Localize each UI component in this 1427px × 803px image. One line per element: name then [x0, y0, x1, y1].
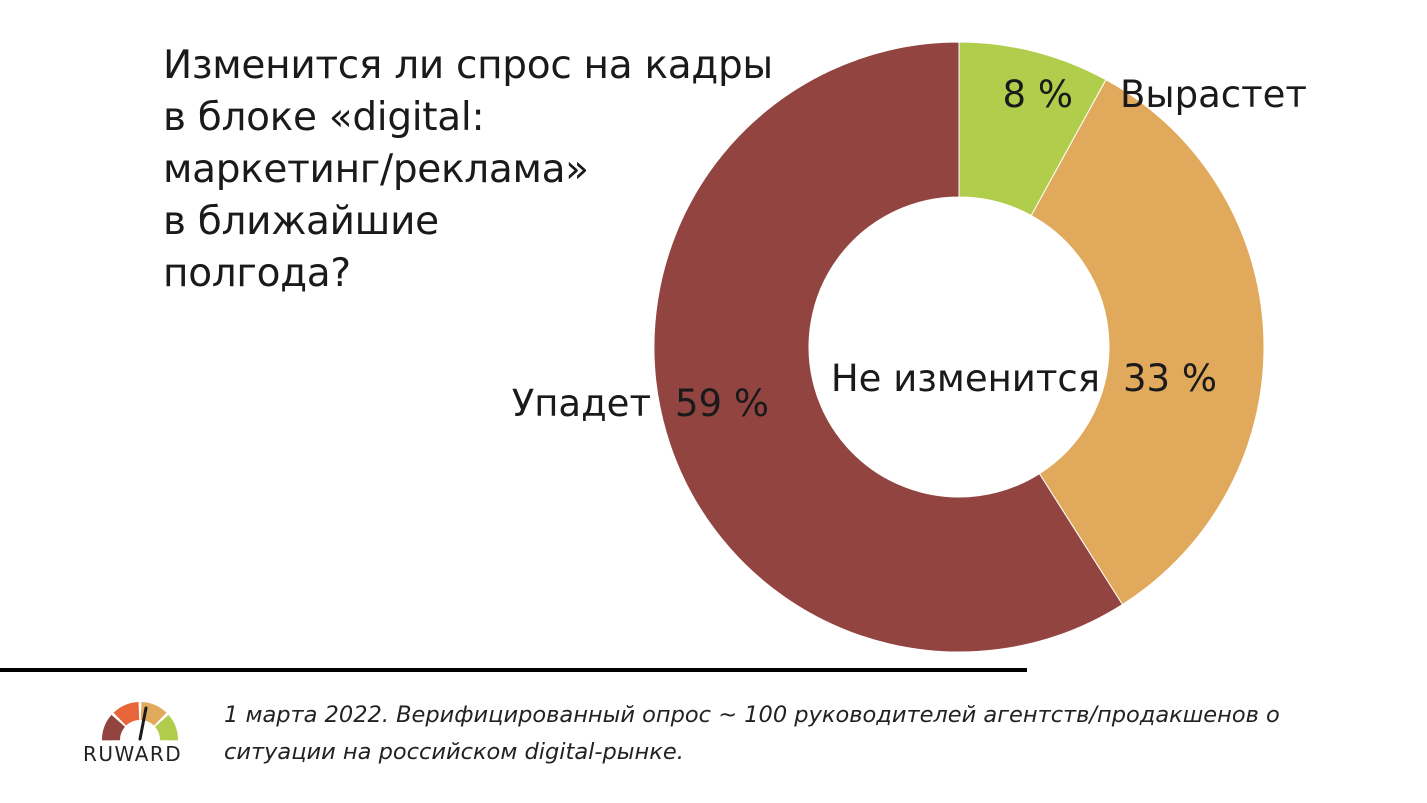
- title-line: Изменится ли спрос на кадры: [163, 43, 773, 88]
- title-line: маркетинг/реклама»: [163, 147, 589, 192]
- title-line: в блоке «digital:: [163, 95, 485, 140]
- donut-slice: [1030, 79, 1265, 606]
- slice-category-label: Не изменится: [831, 357, 1100, 400]
- logo-gauge-segment: [102, 714, 125, 741]
- chart-title: Изменится ли спрос на кадры в блоке «dig…: [163, 40, 773, 300]
- logo-gauge-segment: [113, 702, 140, 726]
- slice-category-label: Вырастет: [1120, 73, 1307, 116]
- footer-divider: [0, 668, 1027, 672]
- slice-value-label: 8 %: [1003, 73, 1073, 116]
- slice-value-label: 33 %: [1123, 357, 1217, 400]
- footnote-line: ситуации на российском digital-рынке.: [224, 739, 684, 765]
- footnote-line: 1 марта 2022. Верифицированный опрос ~ 1…: [224, 702, 1280, 728]
- ruward-logo-icon: [102, 702, 178, 741]
- slice-category-label: Упадет: [512, 382, 651, 425]
- title-line: полгода?: [163, 251, 351, 296]
- footnote: 1 марта 2022. Верифицированный опрос ~ 1…: [224, 697, 1364, 771]
- slice-value-label: 59 %: [675, 382, 769, 425]
- donut-slice: [653, 41, 1124, 653]
- ruward-logo-text: RUWARD: [83, 742, 183, 766]
- logo-gauge-segment: [155, 714, 178, 741]
- title-line: в ближайшие: [163, 199, 439, 244]
